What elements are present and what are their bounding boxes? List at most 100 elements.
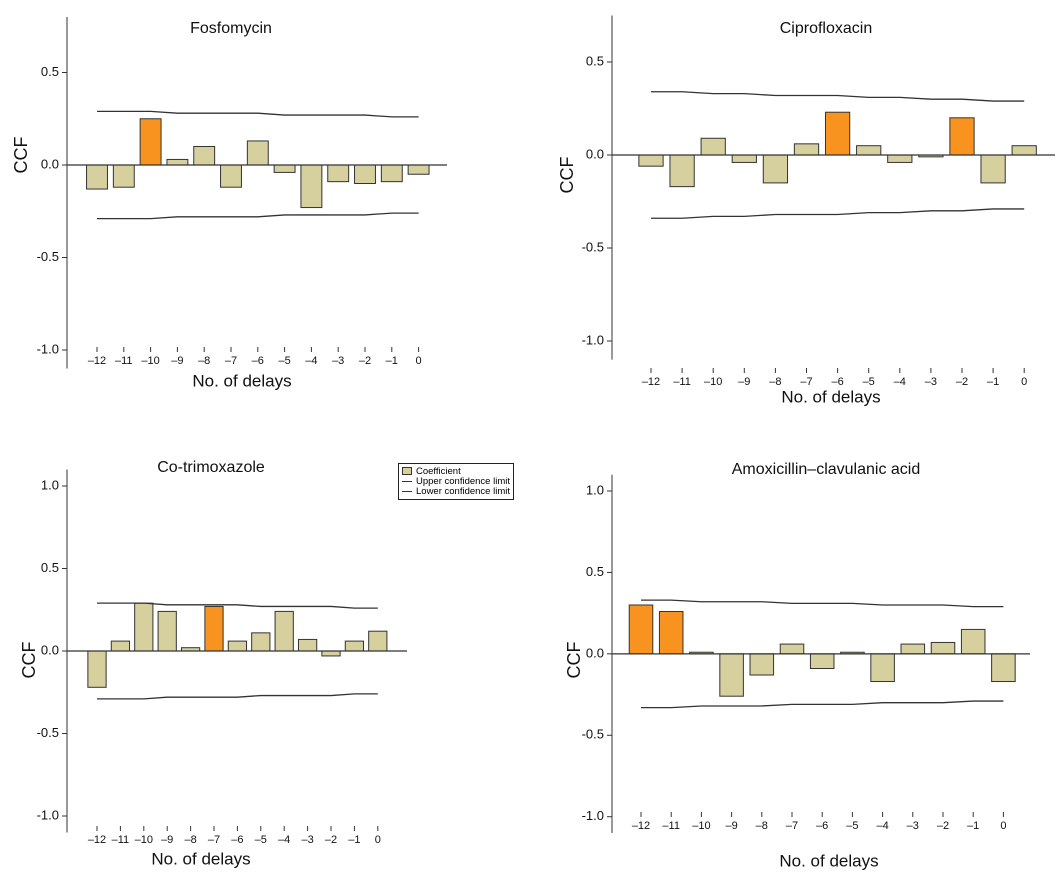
confidence-line xyxy=(97,602,378,609)
bar xyxy=(220,164,242,188)
x-tick-label: –8 xyxy=(769,376,781,388)
x-tick-label: 0 xyxy=(416,355,422,367)
x-tick-label: –11 xyxy=(115,355,133,367)
x-tick-label: –7 xyxy=(208,834,220,846)
bar xyxy=(887,154,913,163)
legend-label: Upper confidence limit xyxy=(416,476,510,487)
y-tick-label: -1.0 xyxy=(37,341,59,356)
confidence-line xyxy=(97,110,419,118)
x-tick-label: –9 xyxy=(161,834,173,846)
x-tick-label: –2 xyxy=(325,834,337,846)
bar xyxy=(1011,145,1037,156)
x-tick-label: –8 xyxy=(756,820,768,832)
bar xyxy=(628,604,654,655)
y-tick-label: 0.5 xyxy=(41,560,59,575)
y-tick-label: -1.0 xyxy=(582,808,604,823)
y-tick-label: -1.0 xyxy=(582,332,604,347)
bar xyxy=(991,653,1016,683)
bar xyxy=(749,653,775,676)
bar xyxy=(139,118,162,166)
bar xyxy=(980,154,1006,184)
x-tick-label: –12 xyxy=(632,820,650,832)
y-tick-label: 0.5 xyxy=(41,64,59,79)
x-tick-label: –8 xyxy=(198,355,210,367)
x-tick-label: –6 xyxy=(231,834,243,846)
x-tick-label: –4 xyxy=(894,376,906,388)
y-tick-label: 0.5 xyxy=(586,53,604,68)
bar xyxy=(354,164,376,184)
bar xyxy=(297,638,318,652)
legend-item: Lower confidence limit xyxy=(402,487,510,496)
x-tick-label: –6 xyxy=(831,376,843,388)
x-tick-label: –12 xyxy=(88,834,106,846)
x-tick-label: –4 xyxy=(876,820,888,832)
x-tick-label: –7 xyxy=(786,820,798,832)
x-tick-label: –2 xyxy=(937,820,949,832)
bar xyxy=(809,653,835,670)
confidence-line xyxy=(97,212,419,220)
confidence-line xyxy=(641,700,1004,709)
bar xyxy=(930,641,956,655)
x-axis-label: No. of delays xyxy=(781,387,880,406)
x-tick-label: –11 xyxy=(112,834,130,846)
bar xyxy=(110,640,131,652)
y-axis-label: CCF xyxy=(564,642,584,679)
y-axis-label: CCF xyxy=(19,642,39,679)
bar xyxy=(368,630,388,652)
y-tick-label: 0.5 xyxy=(586,564,604,579)
bar xyxy=(949,117,975,156)
x-tick-label: –9 xyxy=(725,820,737,832)
chart-title: Ciprofloxacin xyxy=(780,20,872,37)
bar xyxy=(86,164,108,190)
x-tick-label: –9 xyxy=(738,376,750,388)
x-tick-label: –2 xyxy=(956,376,968,388)
bar xyxy=(856,145,882,156)
y-tick-label: 0.0 xyxy=(41,156,59,171)
legend-item: Coefficient xyxy=(402,467,510,476)
x-tick-label: –11 xyxy=(673,376,691,388)
x-axis-label: No. of delays xyxy=(151,849,250,868)
bar xyxy=(157,610,177,652)
legend-key xyxy=(402,481,412,482)
x-tick-label: –2 xyxy=(359,355,371,367)
x-tick-label: –10 xyxy=(692,820,710,832)
bar xyxy=(112,164,135,188)
y-tick-label: 0.0 xyxy=(586,645,604,660)
confidence-line xyxy=(651,91,1025,102)
bar xyxy=(719,653,744,697)
bar xyxy=(407,164,430,175)
x-tick-label: –7 xyxy=(225,355,237,367)
x-tick-label: –12 xyxy=(88,355,106,367)
bar xyxy=(274,610,294,652)
x-tick-label: –5 xyxy=(278,355,290,367)
bar xyxy=(870,653,895,683)
bar xyxy=(669,154,695,188)
bar xyxy=(762,154,789,184)
bar xyxy=(134,602,154,652)
x-tick-label: 0 xyxy=(1021,376,1027,388)
bar xyxy=(824,111,851,156)
x-tick-label: –6 xyxy=(816,820,828,832)
legend-key xyxy=(402,467,412,475)
y-tick-label: 0.0 xyxy=(586,146,604,161)
x-tick-label: –4 xyxy=(305,355,317,367)
chart-title: Co-trimoxazole xyxy=(157,459,265,476)
legend-key xyxy=(402,491,412,492)
x-tick-label: –10 xyxy=(141,355,159,367)
x-tick-label: –5 xyxy=(863,376,875,388)
bar xyxy=(700,137,726,156)
x-tick-label: –3 xyxy=(925,376,937,388)
bar xyxy=(960,628,986,655)
y-tick-label: -0.5 xyxy=(37,725,59,740)
bar xyxy=(321,650,341,657)
bar xyxy=(658,611,684,655)
chart-title: Fosfomycin xyxy=(190,20,272,37)
bar xyxy=(246,140,269,166)
x-tick-label: –1 xyxy=(348,834,360,846)
x-tick-label: –4 xyxy=(278,834,290,846)
bar xyxy=(779,643,805,655)
bar xyxy=(300,164,323,209)
legend-label: Lower confidence limit xyxy=(416,486,510,497)
